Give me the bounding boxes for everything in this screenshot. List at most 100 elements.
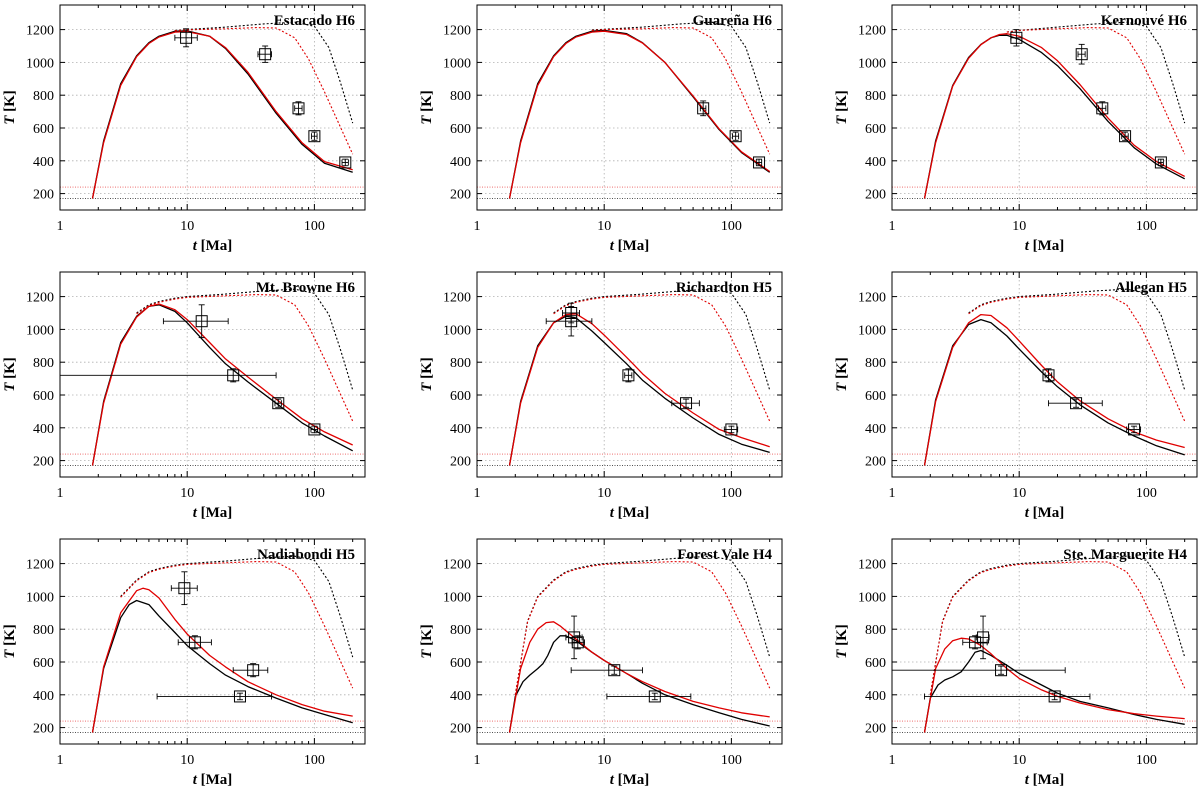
chart-panel-8: 200 400 600 800 1000 1200 1 10 100 Forest Vale H4…	[419, 538, 783, 788]
y-tick-label: 200	[865, 455, 886, 470]
y-axis-label: T [K]	[419, 357, 435, 392]
y-axis-variable: T	[2, 649, 18, 659]
x-axis-label: t [Ma]	[193, 505, 233, 521]
series-line	[923, 34, 1186, 199]
x-axis-unit: [Ma]	[614, 772, 649, 788]
y-tick-label: 800	[450, 356, 471, 371]
x-axis-variable: t	[610, 772, 615, 788]
y-axis-label: T [K]	[834, 357, 850, 392]
y-tick-label: 1200	[443, 291, 471, 306]
plot-frame	[476, 271, 783, 478]
y-axis-variable: T	[2, 115, 18, 125]
series-line	[91, 30, 353, 199]
series-line	[923, 649, 1185, 733]
series-line	[591, 21, 771, 124]
curves	[91, 555, 354, 733]
y-axis-label: T [K]	[834, 624, 850, 659]
x-axis-unit: [Ma]	[197, 772, 232, 788]
y-tick-label: 400	[450, 155, 471, 170]
y-tick-label: 400	[865, 422, 886, 437]
data-point-marker	[178, 582, 191, 595]
series-line	[923, 33, 1186, 199]
data-point-marker	[308, 423, 321, 436]
data-point-marker	[608, 664, 621, 677]
y-axis-variable: T	[834, 382, 850, 392]
x-axis-variable: t	[193, 772, 198, 788]
series-line	[174, 27, 354, 155]
x-axis-label: t [Ma]	[193, 238, 233, 254]
y-tick-label: 800	[33, 623, 54, 638]
x-axis-label: t [Ma]	[610, 505, 650, 521]
data-point-marker	[1154, 156, 1167, 169]
x-tick-label: 100	[721, 219, 742, 234]
data-points	[156, 571, 272, 703]
y-tick-label: 400	[33, 689, 54, 704]
y-tick-label: 200	[450, 188, 471, 203]
series-line	[1006, 27, 1186, 155]
x-axis-unit: [Ma]	[1029, 772, 1064, 788]
y-tick-label: 400	[450, 422, 471, 437]
chart-title: Forest Vale H4	[677, 547, 772, 563]
x-axis-label: t [Ma]	[1025, 238, 1065, 254]
x-tick-label: 10	[180, 219, 194, 234]
chart-panel-4: 200 400 600 800 1000 1200 1 10 100 Mt. Browne H6 t…	[2, 271, 366, 521]
x-tick-label: 100	[1136, 753, 1157, 768]
data-point-marker	[729, 130, 742, 143]
y-tick-label: 1200	[26, 558, 54, 573]
y-tick-label: 600	[865, 656, 886, 671]
series-line	[91, 30, 353, 199]
data-points	[60, 304, 321, 436]
plot-frame	[891, 271, 1198, 478]
y-tick-label: 200	[865, 188, 886, 203]
x-tick-label: 1	[889, 753, 896, 768]
plot-frame	[891, 538, 1198, 745]
x-axis-variable: t	[1025, 238, 1030, 254]
chart-panel-3: 200 400 600 800 1000 1200 1 10 100 Kernouvé H6 t […	[834, 4, 1198, 254]
y-axis-unit: [K]	[834, 357, 850, 382]
y-tick-label: 200	[450, 455, 471, 470]
y-axis-unit: [K]	[834, 624, 850, 649]
data-point-marker	[680, 397, 693, 410]
data-point-marker	[995, 664, 1008, 677]
x-axis-unit: [Ma]	[614, 505, 649, 521]
data-point-marker	[1119, 130, 1132, 143]
x-tick-label: 1	[474, 753, 481, 768]
y-tick-label: 1200	[858, 558, 886, 573]
y-axis-unit: [K]	[419, 357, 435, 382]
y-tick-label: 200	[33, 722, 54, 737]
plot-frame	[476, 4, 783, 211]
y-axis-unit: [K]	[2, 624, 18, 649]
data-points	[565, 615, 692, 703]
y-axis-unit: [K]	[419, 624, 435, 649]
x-axis-label: t [Ma]	[1025, 505, 1065, 521]
y-axis-variable: T	[834, 115, 850, 125]
data-point-marker	[308, 130, 321, 143]
data-point-marker	[568, 631, 581, 644]
y-tick-label: 200	[33, 455, 54, 470]
y-axis-variable: T	[419, 649, 435, 659]
y-tick-label: 800	[865, 356, 886, 371]
x-tick-label: 1	[889, 486, 896, 501]
curves	[91, 21, 354, 199]
data-point-marker	[1096, 102, 1109, 115]
y-tick-label: 800	[450, 89, 471, 104]
x-axis-variable: t	[1025, 505, 1030, 521]
y-tick-label: 600	[33, 122, 54, 137]
series-line	[508, 315, 770, 466]
series-line	[508, 313, 770, 466]
y-tick-label: 600	[450, 389, 471, 404]
data-point-marker	[1070, 397, 1083, 410]
curves	[508, 555, 771, 733]
data-point-marker	[292, 102, 305, 115]
data-point-marker	[571, 636, 584, 649]
data-point-marker	[188, 636, 201, 649]
y-tick-label: 1000	[858, 590, 886, 605]
y-tick-label: 200	[450, 722, 471, 737]
data-points	[1042, 368, 1142, 436]
data-point-marker	[697, 102, 710, 115]
x-tick-label: 100	[1136, 486, 1157, 501]
y-tick-label: 800	[450, 623, 471, 638]
series-line	[929, 561, 1186, 695]
data-point-marker	[753, 156, 766, 169]
series-line	[591, 27, 771, 155]
